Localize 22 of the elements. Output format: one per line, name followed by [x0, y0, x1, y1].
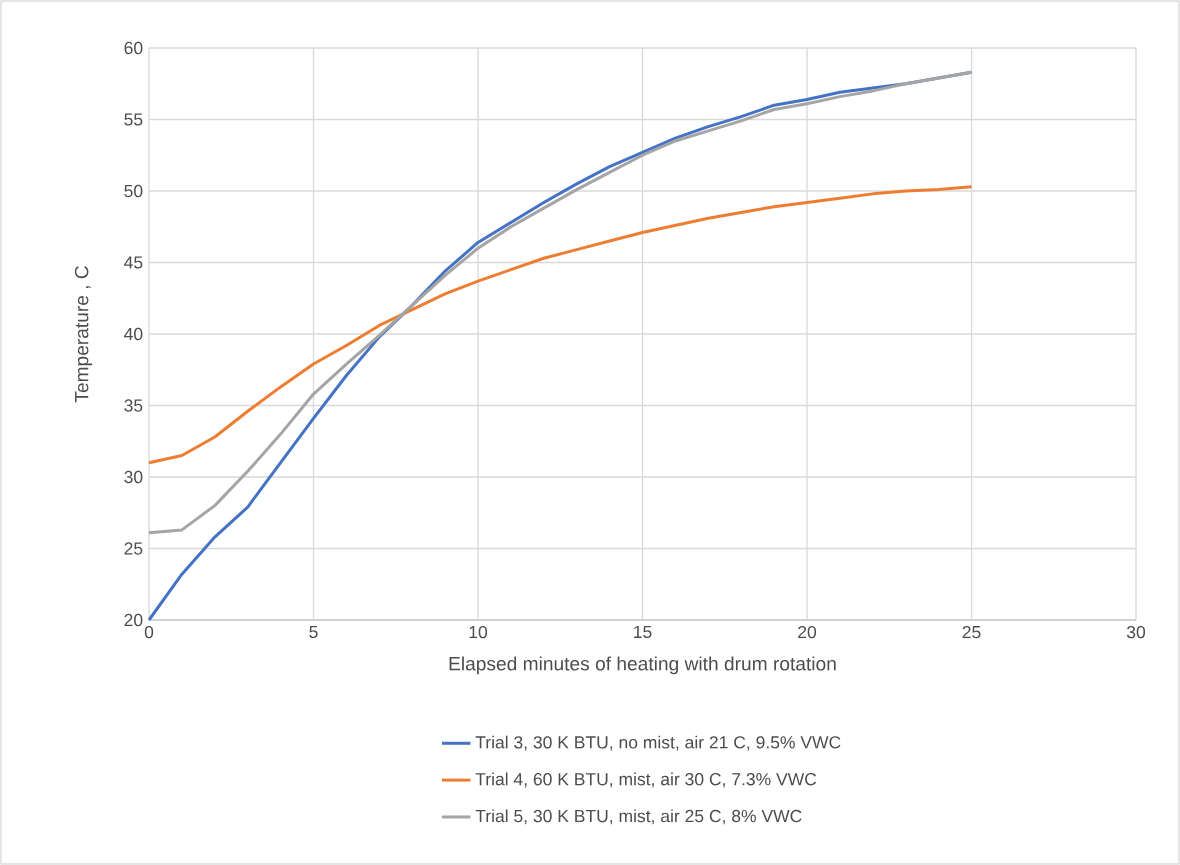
y-tick-label: 30	[124, 470, 143, 484]
y-tick-label: 45	[124, 256, 143, 269]
x-axis-title: Elapsed minutes of heating with drum rotation	[449, 656, 836, 675]
legend-label: Trial 3, 30 K BTU, no mist, air 21 C, 9.5% VWC	[475, 735, 841, 751]
y-tick-label: 55	[124, 113, 143, 126]
x-tick-label: 25	[962, 625, 981, 639]
x-tick-label: 10	[469, 625, 488, 639]
y-tick-label: 20	[124, 613, 143, 627]
x-tick-label: 20	[798, 625, 817, 639]
y-tick-label: 50	[124, 184, 143, 198]
x-tick-label: 15	[634, 625, 652, 639]
y-tick-label: 60	[124, 41, 143, 55]
y-tick-label: 35	[124, 399, 143, 412]
x-tick-label: 30	[1126, 625, 1146, 639]
y-axis-title: Temperature , C	[74, 266, 93, 403]
y-tick-label: 40	[124, 327, 143, 341]
line-series	[147, 70, 974, 535]
legend-label: Trial 5, 30 K BTU, mist, air 25 C, 8% VWC	[475, 809, 802, 825]
x-tick-label: 0	[144, 625, 154, 639]
x-tick-label: 5	[309, 625, 318, 639]
y-tick-label: 25	[124, 542, 143, 555]
legend-label: Trial 4, 60 K BTU, mist, air 30 C, 7.3% VWC	[475, 772, 817, 788]
